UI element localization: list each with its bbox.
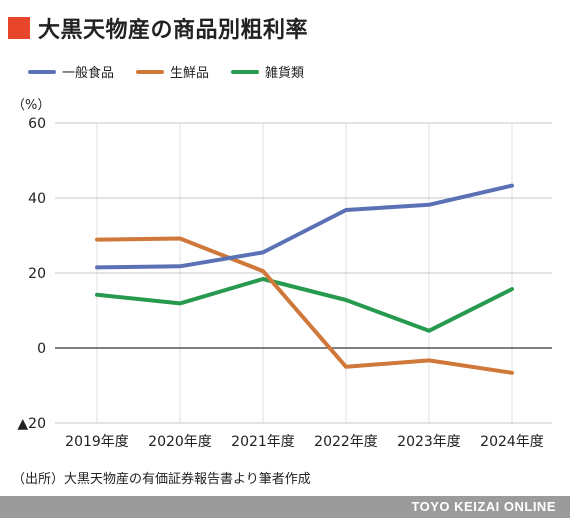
y-axis-unit: （%） xyxy=(12,98,51,113)
legend-swatch-fresh xyxy=(136,69,165,74)
legend: 一般食品 生鮮品 雑貨類 xyxy=(28,62,326,81)
x-tick-label: 2024年度 xyxy=(480,434,544,450)
y-tick-label: 60 xyxy=(28,116,46,132)
title-marker xyxy=(8,17,30,39)
legend-item-sundries: 雑貨類 xyxy=(231,62,304,81)
source-note: （出所）大黒天物産の有価証券報告書より筆者作成 xyxy=(12,472,311,487)
y-tick-label: 40 xyxy=(28,191,46,207)
y-tick-label: ▲20 xyxy=(17,416,46,432)
series-line xyxy=(95,277,514,333)
series-line xyxy=(95,236,514,375)
x-tick-label: 2020年度 xyxy=(148,434,212,450)
legend-label-grocery: 一般食品 xyxy=(62,66,115,81)
y-tick-label: 20 xyxy=(28,266,46,282)
footer-brand: TOYO KEIZAI ONLINE xyxy=(0,496,570,518)
legend-label-fresh: 生鮮品 xyxy=(170,66,210,81)
legend-item-fresh: 生鮮品 xyxy=(136,62,209,81)
series-line xyxy=(95,183,514,270)
x-tick-label: 2019年度 xyxy=(65,434,129,450)
legend-item-grocery: 一般食品 xyxy=(28,62,114,81)
x-tick-label: 2023年度 xyxy=(397,434,461,450)
x-tick-label: 2021年度 xyxy=(231,434,295,450)
y-tick-label: 0 xyxy=(37,341,46,357)
legend-label-sundries: 雑貨類 xyxy=(265,66,305,81)
legend-swatch-grocery xyxy=(28,69,56,74)
chart-title: 大黒天物産の商品別粗利率 xyxy=(38,18,309,43)
x-tick-label: 2022年度 xyxy=(314,434,378,450)
legend-swatch-sundries xyxy=(231,69,260,74)
title-row: 大黒天物産の商品別粗利率 xyxy=(8,12,308,44)
